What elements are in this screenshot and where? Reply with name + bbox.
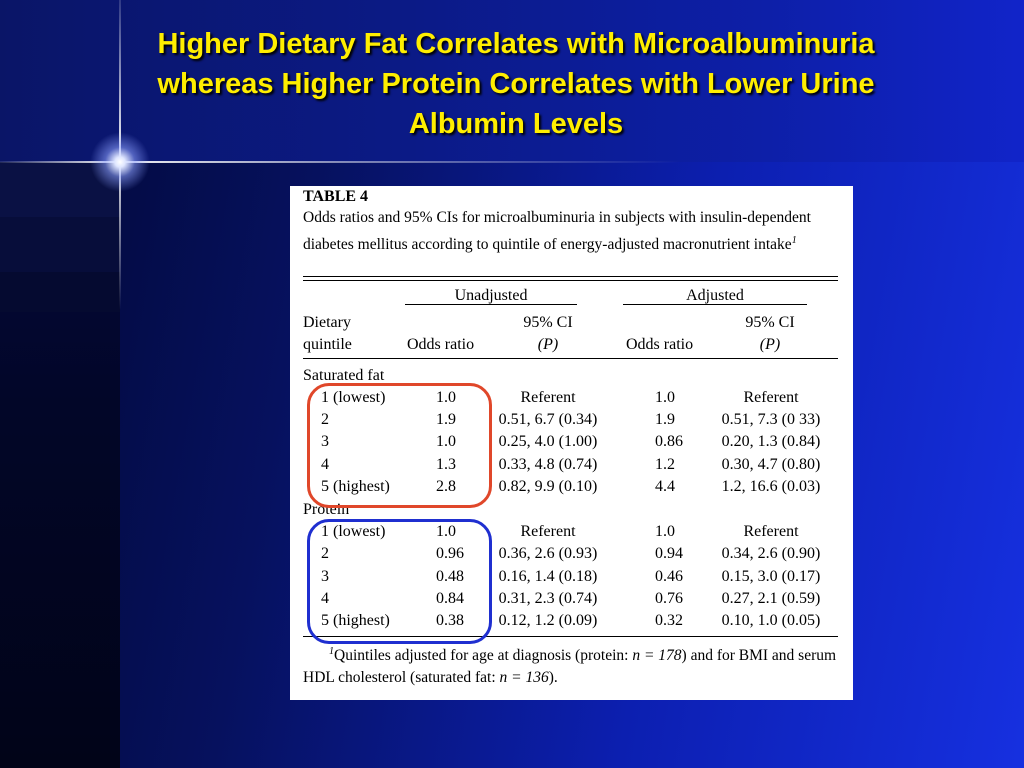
group-rule (405, 304, 577, 305)
lens-flare-icon (90, 132, 150, 192)
row-or-unadjusted: 1.0 (436, 523, 456, 540)
row-or-unadjusted: 1.9 (436, 411, 456, 428)
row-quintile: 4 (321, 456, 329, 473)
row-ci-adjusted: 0.20, 1.3 (0.84) (721, 433, 821, 450)
row-or-adjusted: 1.0 (655, 389, 675, 406)
section-label-saturated-fat: Saturated fat (303, 367, 385, 384)
row-ci-adjusted: Referent (743, 389, 799, 406)
header-bottom-rule (303, 358, 838, 359)
table-caption: Odds ratios and 95% CIs for microalbumin… (303, 209, 811, 253)
row-ci-unadjusted: 0.16, 1.4 (0.18) (498, 568, 598, 585)
row-ci-unadjusted: 0.31, 2.3 (0.74) (498, 590, 598, 607)
row-ci-adjusted: 0.34, 2.6 (0.90) (721, 545, 821, 562)
row-quintile: 4 (321, 590, 329, 607)
row-quintile: 2 (321, 545, 329, 562)
group-rule (623, 304, 807, 305)
left-band-stripe (0, 217, 120, 272)
row-quintile: 1 (lowest) (321, 389, 386, 406)
row-ci-unadjusted: 0.82, 9.9 (0.10) (498, 478, 598, 495)
row-or-unadjusted: 2.8 (436, 478, 456, 495)
table-image: TABLE 4 Odds ratios and 95% CIs for micr… (290, 186, 853, 700)
table-top-rule (303, 280, 838, 281)
row-ci-unadjusted: 0.25, 4.0 (1.00) (498, 433, 598, 450)
row-or-adjusted: 4.4 (655, 478, 675, 495)
col-header-ci: 95% CI (523, 314, 573, 331)
row-or-unadjusted: 0.84 (436, 590, 464, 607)
row-ci-adjusted: Referent (743, 523, 799, 540)
horizontal-light-line (0, 161, 680, 163)
row-ci-unadjusted: 0.12, 1.2 (0.09) (498, 612, 598, 629)
row-quintile: 2 (321, 411, 329, 428)
left-band (0, 162, 120, 768)
row-ci-adjusted: 0.27, 2.1 (0.59) (721, 590, 821, 607)
table-bottom-rule (303, 636, 838, 637)
col-header-p: (P) (537, 336, 559, 353)
row-or-adjusted: 1.9 (655, 411, 675, 428)
row-quintile: 3 (321, 433, 329, 450)
group-header-adjusted: Adjusted (686, 287, 744, 304)
row-quintile: 3 (321, 568, 329, 585)
row-or-unadjusted: 0.38 (436, 612, 464, 629)
row-ci-unadjusted: 0.33, 4.8 (0.74) (498, 456, 598, 473)
row-ci-unadjusted: Referent (520, 389, 576, 406)
col-header-odds-ratio: Odds ratio (626, 336, 694, 353)
row-or-unadjusted: 1.3 (436, 456, 456, 473)
col-header-p: (P) (759, 336, 781, 353)
row-or-adjusted: 0.46 (655, 568, 683, 585)
row-or-adjusted: 0.94 (655, 545, 683, 562)
saturated-fat-highlight-box (307, 383, 492, 508)
row-or-adjusted: 0.76 (655, 590, 683, 607)
row-or-unadjusted: 0.48 (436, 568, 464, 585)
col-header-odds-ratio: Odds ratio (407, 336, 475, 353)
row-ci-adjusted: 0.10, 1.0 (0.05) (721, 612, 821, 629)
row-or-adjusted: 1.0 (655, 523, 675, 540)
col-header-quintile: quintile (303, 336, 352, 353)
row-quintile: 5 (highest) (321, 612, 390, 629)
row-ci-unadjusted: 0.51, 6.7 (0.34) (498, 411, 598, 428)
table-label: TABLE 4 (303, 188, 369, 205)
row-quintile: 5 (highest) (321, 478, 390, 495)
col-header-ci: 95% CI (745, 314, 795, 331)
row-ci-unadjusted: Referent (520, 523, 576, 540)
row-ci-unadjusted: 0.36, 2.6 (0.93) (498, 545, 598, 562)
row-or-adjusted: 0.32 (655, 612, 683, 629)
table-top-rule (303, 276, 838, 277)
row-ci-adjusted: 0.30, 4.7 (0.80) (721, 456, 821, 473)
row-or-unadjusted: 1.0 (436, 433, 456, 450)
row-quintile: 1 (lowest) (321, 523, 386, 540)
row-ci-adjusted: 0.51, 7.3 (0 33) (721, 411, 821, 428)
title-band (0, 0, 1024, 162)
row-or-adjusted: 1.2 (655, 456, 675, 473)
row-or-adjusted: 0.86 (655, 433, 683, 450)
row-or-unadjusted: 1.0 (436, 389, 456, 406)
row-ci-adjusted: 0.15, 3.0 (0.17) (721, 568, 821, 585)
col-header-quintile: Dietary (303, 314, 351, 331)
left-band-stripe (0, 272, 120, 312)
row-ci-adjusted: 1.2, 16.6 (0.03) (721, 478, 821, 495)
protein-highlight-box (307, 519, 492, 644)
table-footnote: 1Quintiles adjusted for age at diagnosis… (303, 646, 837, 687)
slide-title: Higher Dietary Fat Correlates with Micro… (157, 28, 875, 140)
group-header-unadjusted: Unadjusted (454, 287, 528, 304)
row-or-unadjusted: 0.96 (436, 545, 464, 562)
